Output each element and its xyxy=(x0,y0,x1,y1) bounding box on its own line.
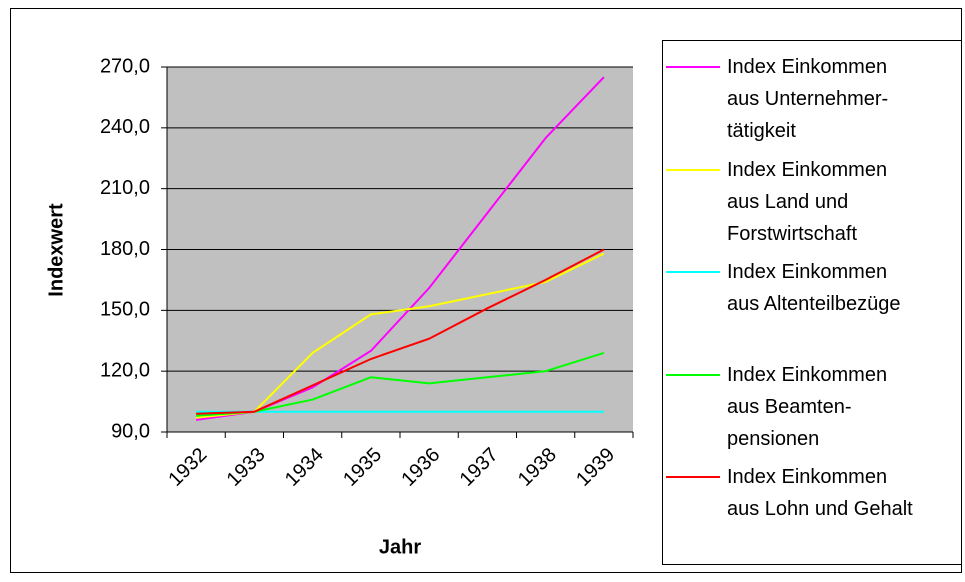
y-tick-label: 180,0 xyxy=(100,238,150,260)
legend-label: Index Einkommen aus Beamten- pensionen xyxy=(727,364,888,450)
legend-label: Index Einkommen aus Lohn und Gehalt xyxy=(727,466,913,520)
y-tick-label: 90,0 xyxy=(111,420,150,442)
x-axis-title: Jahr xyxy=(379,536,421,558)
series-line xyxy=(196,248,605,415)
legend-label: Index Einkommen aus Altenteilbezüge xyxy=(727,261,901,315)
y-tick-label: 120,0 xyxy=(100,359,150,381)
y-tick-label: 150,0 xyxy=(100,299,150,321)
legend-label: Index Einkommen aus Land und Forstwirtsc… xyxy=(727,159,888,245)
y-tick-label: 240,0 xyxy=(100,116,150,138)
y-axis-title: Indexwert xyxy=(45,203,67,297)
legend-label: Index Einkommen aus Unternehmer- tätigke… xyxy=(727,56,889,142)
y-tick-label: 210,0 xyxy=(100,177,150,199)
y-tick-label: 270,0 xyxy=(100,55,150,77)
series-line xyxy=(196,351,605,417)
